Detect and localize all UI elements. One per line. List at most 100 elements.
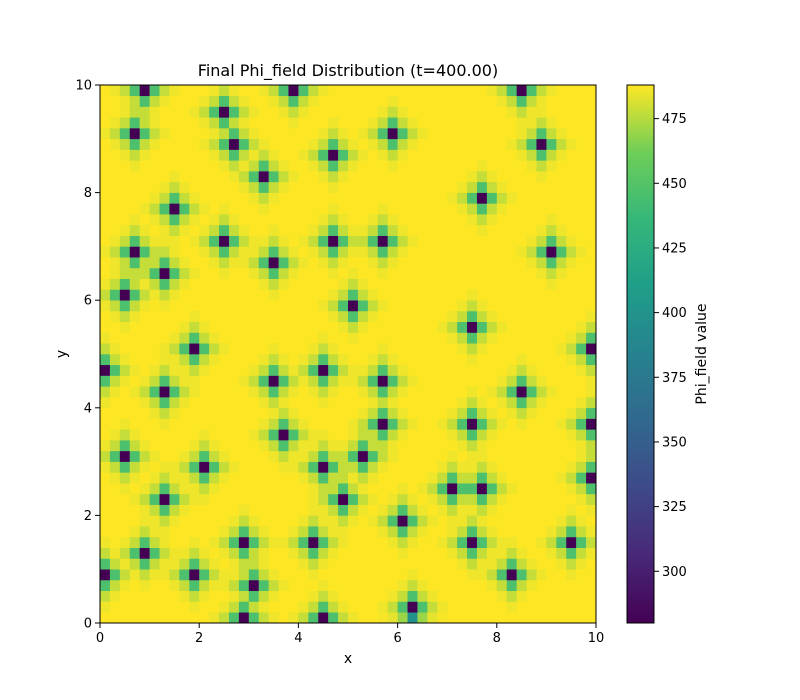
heatmap-cell [268,612,279,623]
heatmap-cell [457,300,468,312]
heatmap-cell [228,590,240,602]
heatmap-cell [169,386,180,398]
heatmap-cell [258,579,269,592]
heatmap-cell [100,386,111,398]
heatmap-cell [387,224,398,236]
heatmap-cell [238,117,250,129]
heatmap-cell [258,526,269,538]
heatmap-cell [149,95,160,107]
heatmap-cell [139,128,150,140]
heatmap-cell [248,246,260,258]
heatmap-cell [100,440,111,452]
heatmap-cell [516,418,527,430]
heatmap-cell [100,343,111,355]
heatmap-cell [338,601,349,613]
heatmap-cell [318,601,329,613]
heatmap-cell [516,106,527,118]
heatmap-cell [586,364,596,376]
heatmap-cell [258,569,269,581]
heatmap-cell [516,117,527,129]
heatmap-cell [219,160,230,172]
heatmap-cell [348,267,359,279]
heatmap-cell [318,128,329,140]
heatmap-cell [278,181,289,193]
heatmap-cell [407,601,418,613]
heatmap-cell [219,612,230,623]
heatmap-cell [119,267,131,279]
heatmap-cell [357,493,369,505]
heatmap-cell [447,407,458,419]
heatmap-cell [417,612,428,623]
heatmap-cell [397,386,408,398]
heatmap-cell [308,601,319,613]
heatmap-cell [258,354,269,366]
heatmap-cell [179,579,190,592]
heatmap-cell [338,375,349,387]
heatmap-cell [219,461,230,473]
heatmap-cell [129,300,140,312]
heatmap-cell [526,397,537,409]
heatmap-cell [308,160,319,172]
y-tick-label: 6 [84,294,92,309]
heatmap-cell [476,429,488,441]
heatmap-cell [328,375,339,387]
heatmap-cell [219,267,230,279]
heatmap-cell [476,407,488,419]
heatmap-cell [109,386,121,398]
heatmap-cell [248,536,260,548]
heatmap-cell [486,579,498,592]
heatmap-cell [149,375,160,387]
heatmap-cell [119,300,131,312]
heatmap-cell [219,117,230,129]
heatmap-cell [109,558,121,570]
heatmap-cell [219,149,230,161]
heatmap-cell [516,128,527,140]
heatmap-cell [447,504,458,516]
heatmap-cell [298,235,309,247]
heatmap-cell [457,397,468,409]
heatmap-cell [139,461,150,473]
heatmap-cell [546,267,557,279]
heatmap-cell [189,558,200,570]
heatmap-cell [199,354,210,366]
heatmap-cell [109,257,121,269]
heatmap-cell [486,321,498,333]
heatmap-cell [377,106,388,118]
heatmap-cell [348,461,359,473]
heatmap-cell [139,526,150,538]
heatmap-cell [129,149,140,161]
heatmap-cell [447,461,458,473]
heatmap-cell [437,493,448,505]
heatmap-cell [556,536,567,548]
heatmap-cell [357,483,369,495]
x-tick-label: 6 [393,631,401,646]
heatmap-cell [278,386,289,398]
heatmap-cell [179,397,190,409]
heatmap-cell [447,332,458,344]
heatmap-cell [169,343,180,355]
heatmap-cell [129,214,140,226]
heatmap-cell [566,429,577,441]
heatmap-cell [576,418,587,430]
heatmap-cell [467,483,478,495]
heatmap-cell [288,450,299,462]
heatmap-cell [357,310,369,323]
heatmap-cell [159,278,170,290]
heatmap-cell [387,526,398,538]
heatmap-cell [219,526,230,538]
colorbar: 300 325 350 375 400 425 450 475 Phi_field value [626,84,710,624]
heatmap-cell [526,95,537,107]
heatmap-cell [119,429,131,441]
heatmap-cell [457,192,468,204]
heatmap-cell [377,418,388,430]
heatmap-cell [566,569,577,581]
heatmap-cell [447,536,458,548]
heatmap-cell [278,95,289,107]
heatmap-cell [536,224,547,236]
heatmap-cell [496,386,508,398]
heatmap-cell [586,493,596,505]
heatmap-cell [159,418,170,430]
heatmap-cell [278,429,289,441]
heatmap-cell [437,612,448,623]
heatmap-cell [288,612,299,623]
